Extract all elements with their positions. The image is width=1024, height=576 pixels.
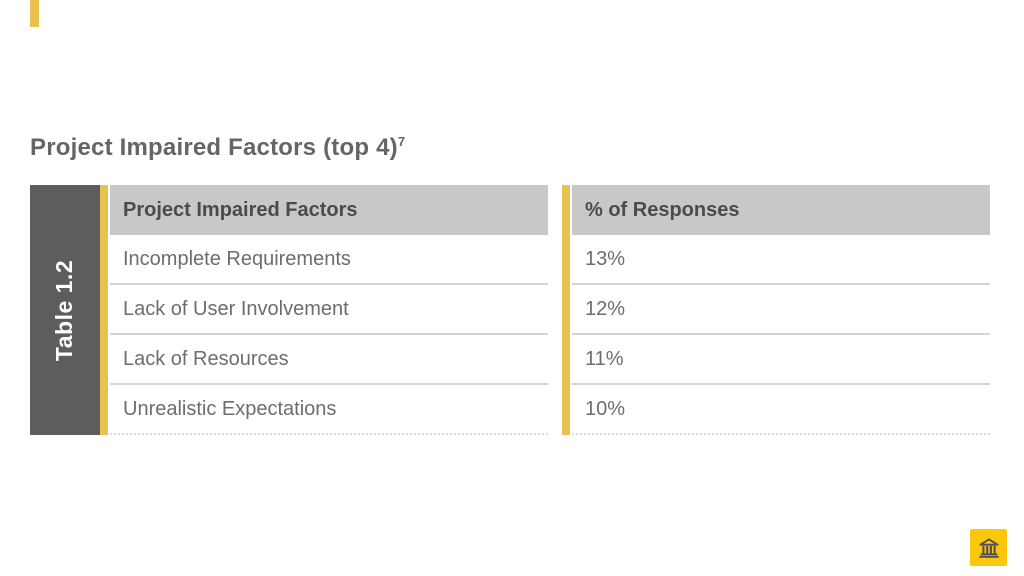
- factors-table: Table 1.2 Project Impaired Factors Incom…: [30, 185, 991, 435]
- column-percent: % of Responses 13% 12% 11% 10%: [572, 185, 990, 435]
- table-cell-percent: 13%: [572, 235, 990, 285]
- table-label: Table 1.2: [51, 259, 78, 361]
- table-label-sidebar: Table 1.2: [30, 185, 100, 435]
- column-factors: Project Impaired Factors Incomplete Requ…: [110, 185, 548, 435]
- bank-icon: [977, 536, 1001, 560]
- table-cell-percent: 10%: [572, 385, 990, 435]
- gold-stripe-left: [100, 185, 108, 435]
- column-header-percent: % of Responses: [572, 185, 990, 235]
- footnote-marker: 7: [397, 134, 406, 149]
- page-title-text: Project Impaired Factors (top 4): [30, 134, 398, 161]
- table-cell-factor: Lack of Resources: [110, 335, 548, 385]
- bank-button[interactable]: [970, 529, 1007, 566]
- table-cell-percent: 12%: [572, 285, 990, 335]
- table-cell-factor: Incomplete Requirements: [110, 235, 548, 285]
- page-title: Project Impaired Factors (top 4)7: [30, 134, 405, 162]
- table-cell-factor: Unrealistic Expectations: [110, 385, 548, 435]
- top-left-accent-bar: [30, 0, 39, 27]
- table-cell-percent: 11%: [572, 335, 990, 385]
- gold-stripe-right: [562, 185, 570, 435]
- column-header-factors: Project Impaired Factors: [110, 185, 548, 235]
- table-cell-factor: Lack of User Involvement: [110, 285, 548, 335]
